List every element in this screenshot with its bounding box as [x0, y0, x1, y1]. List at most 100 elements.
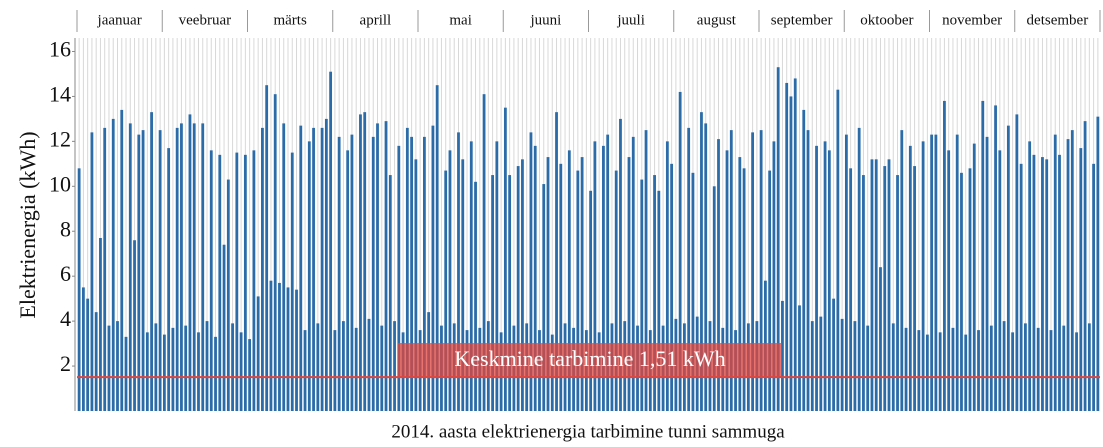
month-label: veebruar — [179, 12, 231, 28]
bar — [154, 323, 158, 411]
bar — [354, 327, 358, 411]
bar — [192, 123, 196, 411]
bar — [158, 130, 162, 411]
bar — [444, 170, 448, 411]
bar — [925, 334, 929, 411]
bar — [350, 134, 354, 411]
month-label: august — [697, 12, 737, 28]
bar — [653, 175, 656, 411]
bar — [891, 323, 895, 411]
bar — [299, 125, 303, 411]
annotation-box — [398, 343, 782, 378]
bar — [930, 134, 934, 411]
bar — [508, 175, 512, 411]
bar — [785, 82, 789, 411]
bar — [474, 181, 477, 411]
bar — [273, 94, 277, 412]
bar — [1006, 125, 1010, 411]
bar — [180, 123, 183, 411]
bar — [393, 321, 396, 411]
y-tick-label: 4 — [60, 306, 71, 331]
bar — [977, 330, 980, 411]
bar — [214, 336, 217, 411]
bar — [972, 143, 976, 411]
bar — [457, 132, 460, 412]
bar — [1062, 325, 1066, 411]
bar — [874, 159, 878, 411]
bar — [849, 168, 853, 411]
bar — [712, 186, 716, 411]
bar — [614, 170, 618, 411]
bar — [917, 330, 921, 411]
bar — [99, 237, 102, 411]
bar — [282, 123, 286, 411]
bar — [776, 67, 780, 411]
bar — [670, 163, 674, 411]
bar — [491, 175, 494, 411]
bar — [1066, 139, 1070, 412]
y-axis-label: Elektrienergia (kWh) — [15, 131, 40, 318]
bar — [286, 287, 290, 411]
bar — [226, 179, 230, 411]
bar — [248, 339, 252, 411]
bar — [1019, 163, 1023, 411]
bar — [1092, 163, 1096, 411]
bar — [405, 127, 409, 411]
bar — [303, 330, 307, 411]
bar — [751, 132, 755, 412]
bar — [201, 123, 205, 411]
bar — [862, 175, 865, 411]
bar — [243, 154, 247, 411]
bar — [879, 267, 882, 411]
bar — [921, 141, 925, 411]
bar — [1083, 121, 1087, 412]
bar — [806, 130, 810, 411]
bar — [124, 336, 128, 411]
bar — [150, 112, 153, 411]
bar — [631, 136, 635, 411]
y-tick-label: 10 — [49, 171, 71, 196]
bar — [278, 282, 281, 411]
bar — [107, 325, 111, 411]
y-tick-label: 2 — [60, 351, 71, 376]
bar — [397, 145, 401, 412]
bar — [870, 159, 874, 411]
bar — [469, 141, 473, 411]
bar — [197, 332, 200, 411]
bar — [218, 154, 222, 411]
bar — [823, 141, 827, 411]
bar — [1070, 130, 1074, 411]
month-label: mai — [449, 12, 472, 28]
bar — [593, 141, 597, 411]
bar — [137, 134, 141, 411]
bar — [1002, 321, 1006, 411]
bar — [265, 85, 269, 412]
bar — [81, 287, 85, 411]
bar — [687, 127, 691, 411]
bar — [781, 300, 784, 411]
month-label: oktoober — [860, 12, 913, 28]
bar — [943, 100, 946, 412]
bar — [951, 327, 955, 411]
bar — [269, 280, 273, 411]
bar — [448, 150, 452, 411]
bar — [363, 112, 367, 411]
bar — [717, 139, 720, 412]
chart-title: 2014. aasta elektrienergia tarbimine tun… — [391, 421, 785, 442]
bar — [346, 150, 350, 411]
bar — [116, 321, 119, 411]
bar — [1032, 154, 1036, 411]
bar — [994, 105, 997, 411]
bar — [691, 172, 695, 411]
bar — [329, 71, 333, 411]
bar — [1045, 159, 1049, 411]
y-tick-label: 14 — [49, 81, 71, 106]
bar — [1011, 332, 1015, 411]
bar — [1028, 141, 1032, 411]
bar — [836, 89, 840, 411]
bar — [376, 123, 379, 411]
bar — [908, 145, 912, 412]
bar — [1053, 134, 1057, 411]
bar — [576, 170, 580, 411]
bar — [844, 134, 848, 411]
